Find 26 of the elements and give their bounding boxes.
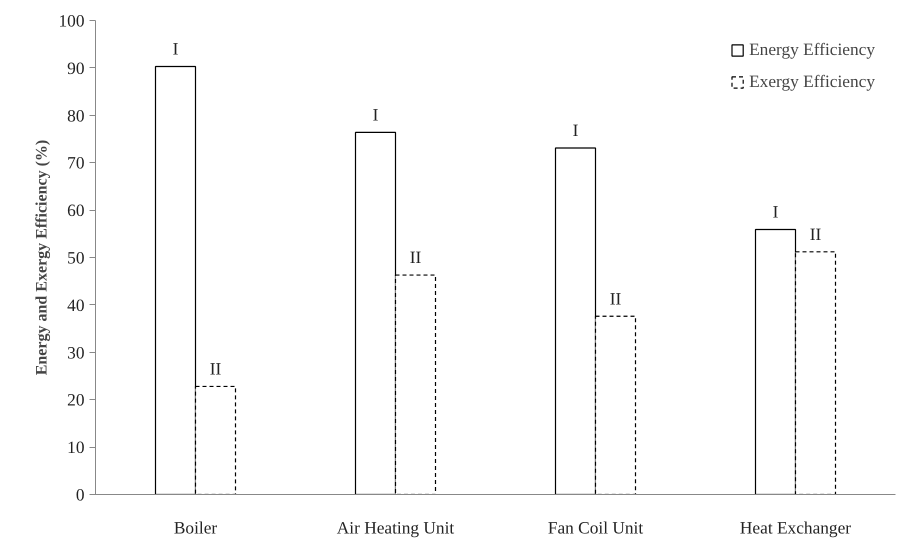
x-tick-label: Air Heating Unit (336, 518, 454, 538)
y-tick-label: 60 (67, 201, 84, 220)
y-tick-label: 80 (67, 106, 84, 126)
data-label: I (372, 105, 379, 124)
legend-label: Exergy Efficiency (749, 72, 875, 92)
y-tick-label: 30 (67, 343, 84, 362)
data-label: II (410, 248, 422, 268)
x-tick-label: Heat Exchanger (740, 518, 852, 538)
y-axis-title: Energy and Exergy Efficiency (%) (34, 140, 51, 376)
data-label: II (810, 224, 822, 244)
data-label: II (210, 359, 222, 378)
data-label: I (172, 39, 179, 58)
y-tick-label: 20 (67, 390, 84, 410)
y-tick-label: 0 (76, 486, 85, 504)
y-tick-label: 90 (67, 58, 84, 78)
x-tick-label: Fan Coil Unit (548, 518, 644, 538)
y-tick-label: 100 (58, 12, 85, 30)
data-label: II (610, 289, 622, 308)
y-tick-label: 10 (67, 438, 84, 458)
data-label: I (772, 202, 779, 222)
y-tick-label: 40 (67, 296, 84, 315)
data-label: I (572, 121, 579, 140)
y-tick-label: 50 (67, 248, 84, 268)
y-tick-label: 70 (67, 154, 84, 173)
x-tick-label: Boiler (174, 518, 218, 538)
legend-label: Energy Efficiency (749, 40, 875, 60)
